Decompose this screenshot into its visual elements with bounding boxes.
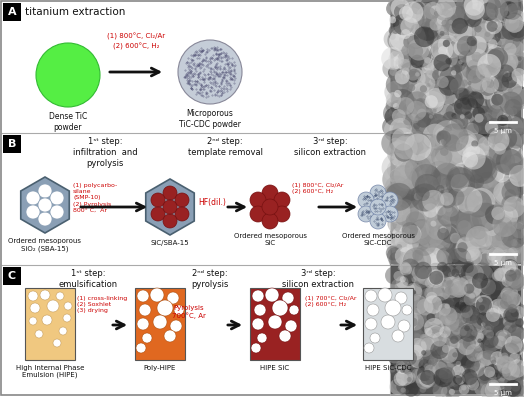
Circle shape <box>440 50 457 67</box>
Circle shape <box>387 247 405 265</box>
Circle shape <box>509 339 524 354</box>
Circle shape <box>422 63 433 74</box>
Circle shape <box>433 361 447 376</box>
Circle shape <box>407 101 427 121</box>
Circle shape <box>472 107 485 119</box>
Circle shape <box>474 159 504 188</box>
Circle shape <box>461 323 474 337</box>
Circle shape <box>427 337 433 343</box>
Circle shape <box>365 290 377 302</box>
Circle shape <box>483 136 500 154</box>
Circle shape <box>468 77 479 88</box>
Circle shape <box>439 295 454 309</box>
Circle shape <box>494 54 517 77</box>
Circle shape <box>459 85 476 102</box>
Text: Ordered mesoporous
SiC-CDC: Ordered mesoporous SiC-CDC <box>342 233 414 246</box>
Circle shape <box>387 234 411 259</box>
Circle shape <box>443 294 460 310</box>
Circle shape <box>476 47 494 64</box>
Circle shape <box>272 300 288 316</box>
Circle shape <box>514 371 523 381</box>
Circle shape <box>383 164 412 195</box>
Circle shape <box>414 193 422 200</box>
Circle shape <box>484 91 500 107</box>
Circle shape <box>413 88 431 105</box>
Circle shape <box>136 343 146 353</box>
Circle shape <box>459 19 468 28</box>
Circle shape <box>496 2 503 9</box>
Circle shape <box>395 6 401 12</box>
Circle shape <box>516 222 523 230</box>
Circle shape <box>440 184 451 195</box>
Circle shape <box>476 297 492 313</box>
Circle shape <box>489 299 509 319</box>
Circle shape <box>174 305 184 315</box>
Circle shape <box>410 219 434 244</box>
Circle shape <box>431 76 439 84</box>
Circle shape <box>506 155 522 171</box>
Circle shape <box>508 359 524 378</box>
Text: HIPE SiC: HIPE SiC <box>260 365 290 371</box>
Circle shape <box>409 368 415 374</box>
Circle shape <box>415 174 440 198</box>
Circle shape <box>475 303 490 319</box>
Circle shape <box>509 5 518 13</box>
Circle shape <box>428 122 435 130</box>
Circle shape <box>399 13 419 33</box>
Circle shape <box>490 70 508 88</box>
Circle shape <box>502 295 517 310</box>
Circle shape <box>451 111 459 119</box>
Circle shape <box>412 83 430 100</box>
Circle shape <box>481 136 507 163</box>
Circle shape <box>402 322 415 335</box>
Circle shape <box>454 184 461 191</box>
Circle shape <box>424 22 430 27</box>
Circle shape <box>499 264 515 279</box>
Circle shape <box>468 66 492 90</box>
Circle shape <box>392 27 408 42</box>
Circle shape <box>485 382 501 397</box>
Circle shape <box>411 183 439 212</box>
Circle shape <box>501 159 520 177</box>
Circle shape <box>455 88 469 101</box>
Circle shape <box>392 29 407 43</box>
Circle shape <box>449 131 478 160</box>
Circle shape <box>508 89 524 108</box>
Circle shape <box>488 371 496 379</box>
Text: (1) polycarbo-
silane
(SMP-10)
(2) Pyrolysis
800° C,  Ar: (1) polycarbo- silane (SMP-10) (2) Pyrol… <box>73 183 117 213</box>
Circle shape <box>432 289 440 297</box>
Circle shape <box>489 313 503 327</box>
Circle shape <box>451 70 456 75</box>
Circle shape <box>422 76 443 96</box>
Circle shape <box>408 29 427 48</box>
Circle shape <box>425 346 431 351</box>
Circle shape <box>482 353 488 360</box>
Circle shape <box>428 29 436 37</box>
Circle shape <box>470 12 476 18</box>
Circle shape <box>484 366 495 378</box>
Circle shape <box>390 85 397 91</box>
Circle shape <box>405 98 410 103</box>
Circle shape <box>457 220 471 234</box>
Circle shape <box>466 321 471 326</box>
Circle shape <box>464 325 470 331</box>
Circle shape <box>500 35 521 56</box>
Circle shape <box>392 47 402 58</box>
Circle shape <box>494 91 507 105</box>
Circle shape <box>402 103 418 118</box>
Circle shape <box>452 352 457 357</box>
Circle shape <box>493 380 500 387</box>
Circle shape <box>427 288 432 293</box>
Circle shape <box>488 64 496 72</box>
Circle shape <box>445 58 452 64</box>
Circle shape <box>417 301 436 320</box>
Text: B: B <box>8 139 16 149</box>
Circle shape <box>401 47 409 55</box>
Circle shape <box>434 26 439 31</box>
Circle shape <box>462 279 482 298</box>
Circle shape <box>444 299 450 304</box>
Circle shape <box>489 336 499 346</box>
Circle shape <box>449 389 455 395</box>
Circle shape <box>485 204 505 225</box>
Circle shape <box>404 133 431 161</box>
